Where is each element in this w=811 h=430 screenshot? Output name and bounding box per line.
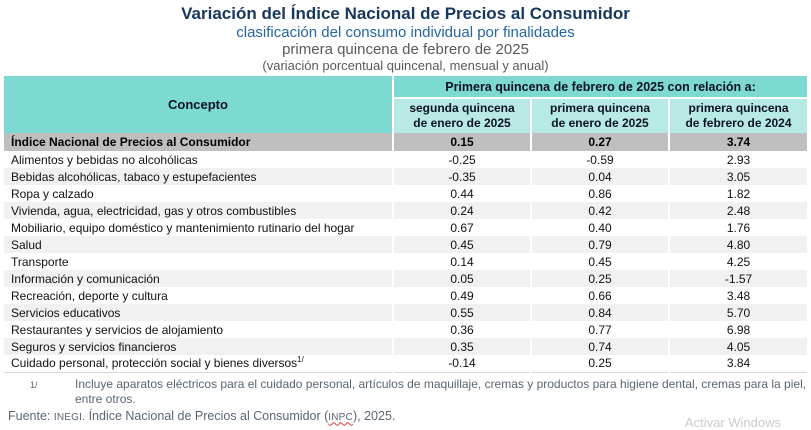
- concept-cell: Salud: [4, 236, 393, 253]
- concept-cell: Servicios educativos: [4, 304, 393, 321]
- table-row: Servicios educativos 0.55 0.84 5.70: [4, 304, 808, 321]
- concept-cell: Índice Nacional de Precios al Consumidor: [4, 133, 393, 151]
- units-note: (variación porcentual quincenal, mensual…: [262, 58, 549, 73]
- col-header-vs-2q-ene-2025: segunda quincena de enero de 2025: [392, 97, 531, 133]
- source-text: Índice Nacional de Precios al Consumidor…: [88, 408, 329, 423]
- activate-windows-watermark: Activar Windows: [684, 415, 781, 430]
- concept-cell: Recreación, deporte y cultura: [4, 287, 393, 304]
- footnote-marker: 1/: [30, 379, 38, 390]
- page-title: Variación del Índice Nacional de Precios…: [181, 4, 630, 23]
- concept-cell: Ropa y calzado: [4, 185, 393, 202]
- concept-column-header: Concepto: [4, 76, 394, 133]
- table-row: Mobiliario, equipo doméstico y mantenimi…: [4, 219, 808, 236]
- col-header-vs-1q-ene-2025: primera quincena de enero de 2025: [530, 97, 669, 133]
- concept-cell: Transporte: [4, 253, 393, 270]
- inpc-table: Concepto Primera quincena de febrero de …: [4, 76, 808, 373]
- value-cell: 3.05: [667, 168, 808, 185]
- value-cell: -1.57: [667, 270, 808, 287]
- comparison-group-header: Primera quincena de febrero de 2025 con …: [393, 76, 808, 98]
- value-cell: 2.93: [667, 151, 808, 168]
- value-cell: 4.25: [667, 253, 808, 270]
- table-row: Restaurantes y servicios de alojamiento …: [4, 321, 808, 338]
- table-row: Transporte 0.14 0.45 4.25: [4, 253, 808, 270]
- value-cell: 0.14: [392, 253, 531, 270]
- concept-cell: Alimentos y bebidas no alcohólicas: [4, 151, 393, 168]
- table-header: Concepto Primera quincena de febrero de …: [4, 76, 808, 133]
- value-cell: 0.36: [392, 321, 531, 338]
- value-cell: 0.77: [530, 321, 669, 338]
- footnote: 1/ Incluye aparatos eléctricos para el c…: [30, 377, 807, 407]
- value-cell: 0.55: [392, 304, 531, 321]
- page-subtitle: clasificación del consumo individual por…: [236, 24, 575, 41]
- value-cell: 3.74: [667, 133, 808, 151]
- value-cell: 0.04: [530, 168, 669, 185]
- group-header-row: Concepto Primera quincena de febrero de …: [4, 76, 808, 133]
- value-cell: 0.24: [392, 202, 531, 219]
- value-cell: 0.25: [530, 355, 669, 373]
- value-cell: 3.48: [667, 287, 808, 304]
- value-cell: 0.15: [392, 133, 531, 151]
- value-cell: 0.05: [392, 270, 531, 287]
- table-row: Recreación, deporte y cultura 0.49 0.66 …: [4, 287, 808, 304]
- value-cell: 4.80: [667, 236, 808, 253]
- source-line: Fuente: INEGI. Índice Nacional de Precio…: [8, 409, 811, 423]
- title-block: Variación del Índice Nacional de Precios…: [0, 0, 811, 73]
- value-cell: 1.82: [667, 185, 808, 202]
- value-cell: -0.35: [392, 168, 531, 185]
- table-row: Bebidas alcohólicas, tabaco y estupefaci…: [4, 168, 808, 185]
- concept-cell: Bebidas alcohólicas, tabaco y estupefaci…: [4, 168, 393, 185]
- table-row: Información y comunicación 0.05 0.25 -1.…: [4, 270, 808, 287]
- value-cell: 0.25: [530, 270, 669, 287]
- value-cell: 0.49: [392, 287, 531, 304]
- table-row: Salud 0.45 0.79 4.80: [4, 236, 808, 253]
- value-cell: 0.86: [530, 185, 669, 202]
- period-label: primera quincena de febrero de 2025: [282, 41, 529, 58]
- source-acronym: INPC: [328, 411, 353, 423]
- value-cell: 4.05: [667, 338, 808, 355]
- concept-cell: Restaurantes y servicios de alojamiento: [4, 321, 393, 338]
- value-cell: 0.44: [392, 185, 531, 202]
- table-row: Seguros y servicios financieros 0.35 0.7…: [4, 338, 808, 355]
- value-cell: 2.48: [667, 202, 808, 219]
- concept-cell: Seguros y servicios financieros: [4, 338, 393, 355]
- concept-cell: Vivienda, agua, electricidad, gas y otro…: [4, 202, 393, 219]
- value-cell: 0.45: [392, 236, 531, 253]
- table-row: Vivienda, agua, electricidad, gas y otro…: [4, 202, 808, 219]
- footnote-text: Incluye aparatos eléctricos para el cuid…: [75, 376, 807, 406]
- value-cell: 3.84: [667, 355, 808, 373]
- concept-cell: Cuidado personal, protección social y bi…: [4, 355, 393, 373]
- value-cell: -0.59: [530, 151, 669, 168]
- value-cell: -0.25: [392, 151, 531, 168]
- sub-header-row: segunda quincena de enero de 2025 primer…: [4, 97, 808, 133]
- value-cell: 0.27: [530, 133, 669, 151]
- source-org: INEGI.: [53, 411, 86, 423]
- source-label: Fuente:: [8, 408, 51, 423]
- value-cell: -0.14: [392, 355, 531, 373]
- value-cell: 0.35: [392, 338, 531, 355]
- concept-cell: Mobiliario, equipo doméstico y mantenimi…: [4, 219, 393, 236]
- total-row: Índice Nacional de Precios al Consumidor…: [4, 133, 808, 151]
- col-header-vs-1q-feb-2024: primera quincena de febrero de 2024: [667, 97, 808, 133]
- value-cell: 0.67: [392, 219, 531, 236]
- value-cell: 0.66: [530, 287, 669, 304]
- value-cell: 0.45: [530, 253, 669, 270]
- concept-label: Cuidado personal, protección social y bi…: [11, 356, 298, 371]
- table-row: Alimentos y bebidas no alcohólicas -0.25…: [4, 151, 808, 168]
- value-cell: 5.70: [667, 304, 808, 321]
- value-cell: 1.76: [667, 219, 808, 236]
- value-cell: 0.74: [530, 338, 669, 355]
- value-cell: 0.79: [530, 236, 669, 253]
- concept-cell: Información y comunicación: [4, 270, 393, 287]
- footnote-marker-superscript: 1/: [297, 355, 304, 365]
- table-body: Índice Nacional de Precios al Consumidor…: [4, 133, 808, 151]
- value-cell: 0.84: [530, 304, 669, 321]
- value-cell: 6.98: [667, 321, 808, 338]
- value-cell: 0.40: [530, 219, 669, 236]
- table-row: Cuidado personal, protección social y bi…: [4, 355, 808, 373]
- table-row: Ropa y calzado 0.44 0.86 1.82: [4, 185, 808, 202]
- category-rows: Alimentos y bebidas no alcohólicas -0.25…: [4, 151, 808, 373]
- source-tail: ), 2025.: [352, 408, 396, 423]
- value-cell: 0.42: [530, 202, 669, 219]
